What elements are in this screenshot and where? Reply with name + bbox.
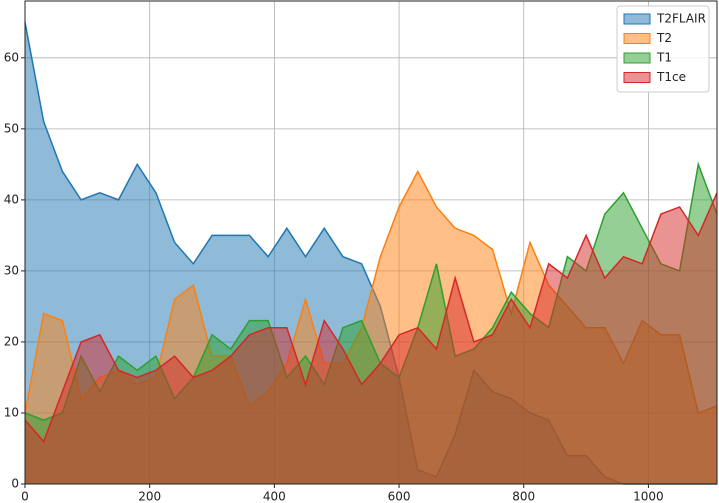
x-tick-label: 600 xyxy=(388,490,411,503)
legend-label: T2 xyxy=(656,31,672,45)
legend-swatch xyxy=(623,72,651,83)
y-tick-label: 40 xyxy=(4,192,19,206)
y-tick-label: 0 xyxy=(11,477,19,491)
x-tick-label: 400 xyxy=(263,490,286,503)
x-tick-label: 200 xyxy=(138,490,161,503)
y-tick-label: 50 xyxy=(4,121,19,135)
legend-swatch xyxy=(623,13,651,25)
y-tick-label: 20 xyxy=(4,334,19,348)
legend-swatch xyxy=(623,52,651,64)
y-tick-label: 10 xyxy=(4,405,19,419)
x-tick-label: 1000 xyxy=(633,490,664,503)
x-tick-label: 800 xyxy=(512,490,535,503)
legend-swatch xyxy=(623,33,651,44)
y-tick-label: 30 xyxy=(4,263,19,277)
legend-box xyxy=(616,5,710,93)
legend-label: T1 xyxy=(656,51,672,65)
x-tick-label: 0 xyxy=(21,490,29,503)
legend-label: T1ce xyxy=(656,70,686,84)
legend: T2FLAIR T2 T1 T1ce xyxy=(616,5,710,93)
legend-label: T2FLAIR xyxy=(656,12,706,26)
plot-frame xyxy=(24,0,718,485)
area-edge xyxy=(24,192,718,443)
y-tick-label: 60 xyxy=(4,50,19,64)
area xyxy=(25,192,717,484)
area-edge xyxy=(24,161,718,421)
